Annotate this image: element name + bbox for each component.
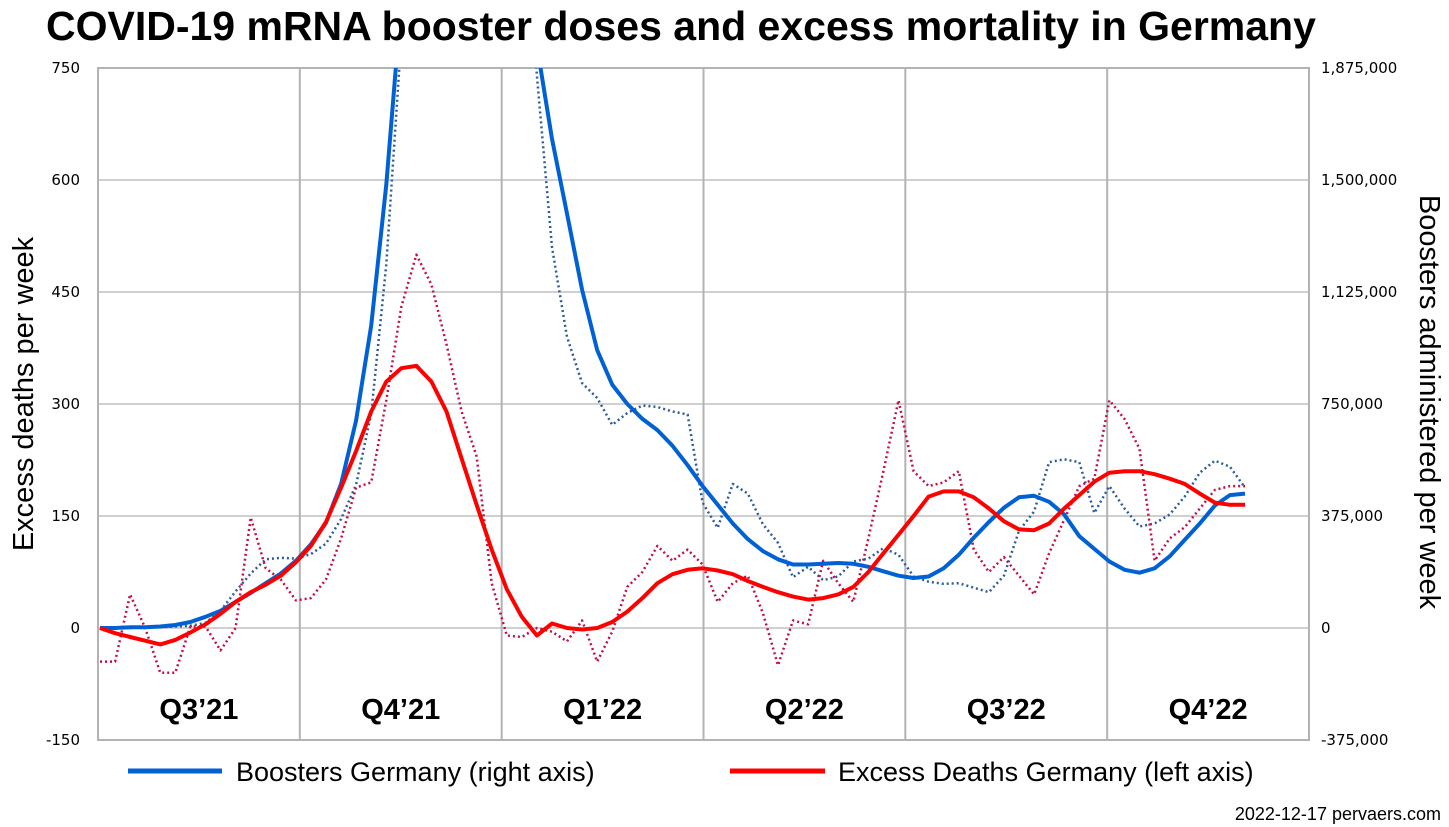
legend: Boosters Germany (right axis) Excess Dea… [128,757,1254,787]
plot-frame [97,67,1310,741]
left-tick-label: 450 [51,283,80,301]
left-tick-label: 300 [51,395,80,413]
right-tick-label: 1,125,000 [1321,283,1397,301]
quarter-label: Q3’22 [967,694,1046,726]
left-tick-label: 0 [70,619,80,637]
quarter-label: Q4’22 [1169,694,1248,726]
series-layer [99,68,1247,675]
right-tick-label: 1,500,000 [1321,171,1397,189]
quarter-dividers [298,68,1109,740]
left-axis-title: Excess deaths per week [8,236,40,551]
series-line-excess-deaths-germany-left-axis [99,363,1245,647]
left-tick-label: 600 [51,171,80,189]
credit-text: 2022-12-17 pervaers.com [1235,804,1441,824]
series-line-boosters-germany-weekly-dotted [100,68,1247,630]
chart-title: COVID-19 mRNA booster doses and excess m… [46,3,1316,49]
right-tick-label: 375,000 [1321,507,1383,525]
quarter-label: Q3’21 [159,694,238,726]
series-line-excess-deaths-germany-weekly-dotted [100,253,1245,675]
right-tick-label: 1,875,000 [1321,59,1397,77]
quarter-label: Q4’21 [361,694,440,726]
series-line-boosters-germany-right-axis [100,68,1246,630]
left-tick-label: 150 [51,507,80,525]
right-tick-label: 0 [1321,619,1331,637]
right-axis-title: Boosters administered per week [1413,195,1445,610]
legend-label-boosters: Boosters Germany (right axis) [236,757,595,787]
quarter-label: Q2’22 [765,694,844,726]
left-tick-label: 750 [51,59,80,77]
right-tick-label: 750,000 [1321,395,1383,413]
right-tick-label: -375,000 [1321,731,1388,749]
legend-label-excess-deaths: Excess Deaths Germany (left axis) [838,757,1254,787]
quarter-labels: Q3’21 Q4’21 Q1’22 Q2’22 Q3’22 Q4’22 [159,694,1247,726]
quarter-label: Q1’22 [563,694,642,726]
right-axis-ticks: 1,875,000 1,500,000 1,125,000 750,000 375,00… [1321,59,1397,749]
left-tick-label: -150 [46,731,80,749]
left-axis-ticks: 750 600 450 300 150 0 -150 [46,59,80,749]
